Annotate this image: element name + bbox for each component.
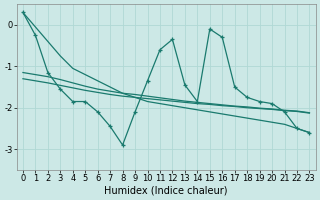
X-axis label: Humidex (Indice chaleur): Humidex (Indice chaleur) [104,186,228,196]
